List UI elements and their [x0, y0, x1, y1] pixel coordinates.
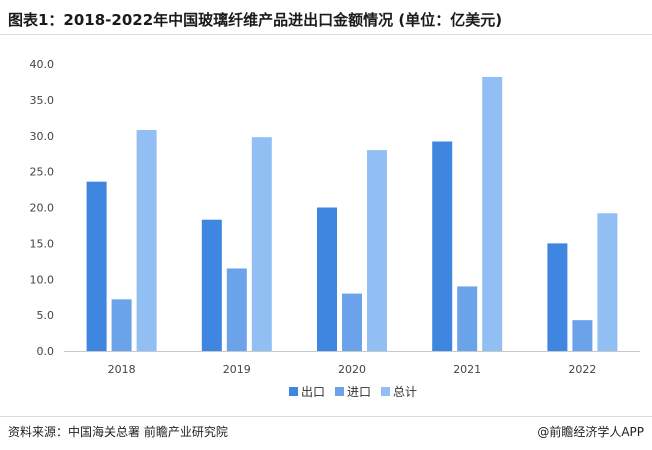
bar-进口-2018 — [111, 299, 132, 351]
bar-出口-2021 — [432, 141, 453, 351]
x-tick-label: 2020 — [338, 363, 366, 376]
x-tick-label: 2018 — [108, 363, 136, 376]
chart-title: 图表1：2018-2022年中国玻璃纤维产品进出口金额情况 (单位：亿美元) — [8, 11, 503, 29]
bar-总计-2019 — [251, 137, 272, 351]
legend-swatch-出口 — [289, 387, 298, 396]
y-tick-label: 30.0 — [30, 130, 55, 143]
legend-label-总计: 总计 — [393, 385, 417, 399]
y-tick-label: 15.0 — [30, 237, 55, 250]
legend-label-出口: 出口 — [301, 385, 325, 399]
legend-swatch-总计 — [381, 387, 390, 396]
x-tick-label: 2022 — [568, 363, 596, 376]
bar-进口-2019 — [226, 268, 247, 351]
y-tick-label: 35.0 — [30, 94, 55, 107]
x-tick-label: 2019 — [223, 363, 251, 376]
bar-chart: 0.0 5.0 10.0 15.0 20.0 25.0 30.0 35.0 40.0 2018 20… — [30, 58, 640, 399]
bar-总计-2020 — [367, 150, 387, 351]
bar-总计-2018 — [136, 130, 157, 351]
bar-总计-2021 — [482, 76, 503, 351]
y-tick-label: 10.0 — [30, 273, 55, 286]
bar-出口-2022 — [547, 243, 568, 351]
source-note: 资料来源：中国海关总署 前瞻产业研究院 — [8, 425, 228, 439]
x-tick-label: 2021 — [453, 363, 481, 376]
bar-进口-2021 — [457, 286, 478, 351]
legend-label-进口: 进口 — [347, 385, 371, 399]
title-divider — [0, 34, 652, 35]
bar-出口-2018 — [86, 181, 107, 351]
y-tick-label: 40.0 — [30, 58, 55, 71]
bar-出口-2020 — [317, 207, 337, 351]
bar-进口-2022 — [572, 320, 593, 351]
credit-note: @前瞻经济学人APP — [537, 425, 644, 439]
legend-swatch-进口 — [335, 387, 344, 396]
footer-divider — [0, 416, 652, 417]
bar-进口-2020 — [342, 293, 362, 351]
bar-总计-2022 — [597, 213, 618, 351]
y-tick-label: 25.0 — [30, 166, 55, 179]
y-tick-label: 20.0 — [30, 202, 55, 215]
bar-出口-2019 — [201, 219, 222, 351]
y-tick-label: 5.0 — [37, 309, 55, 322]
y-tick-label: 0.0 — [37, 345, 55, 358]
